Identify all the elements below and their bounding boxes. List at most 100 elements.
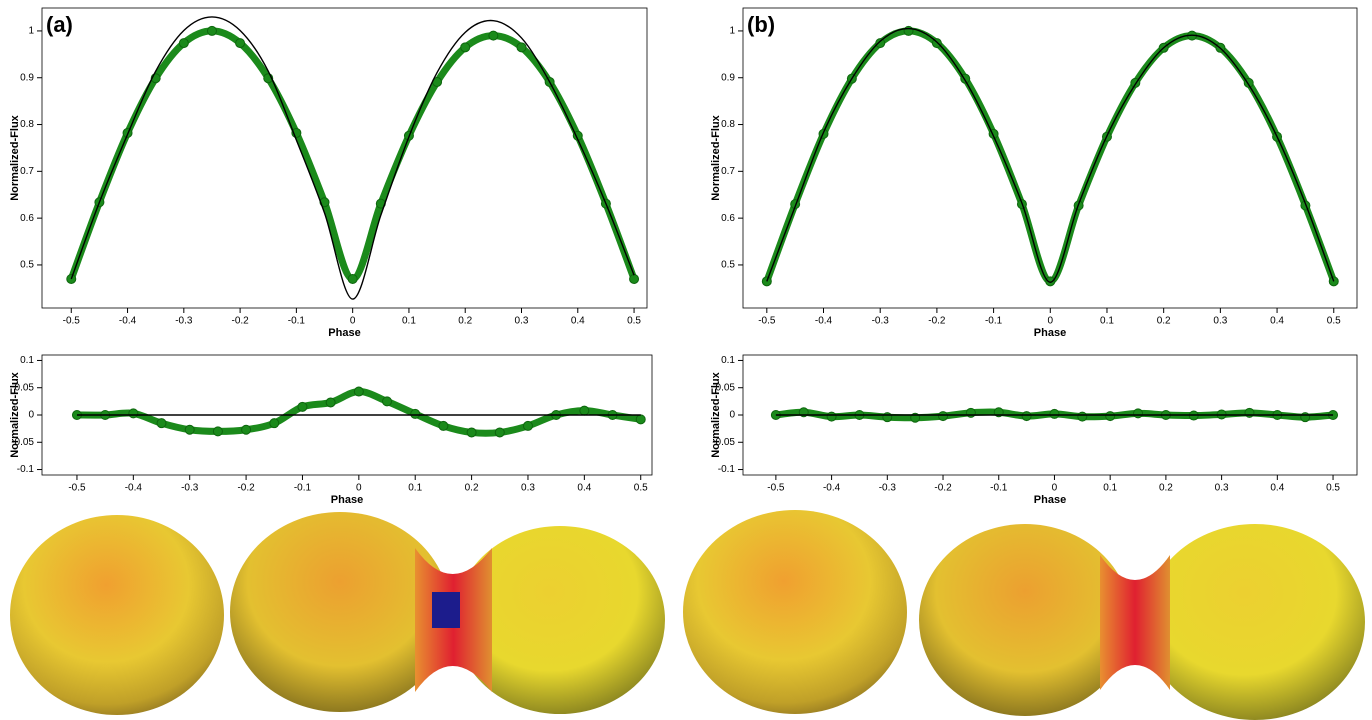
data-point [1021,411,1032,422]
data-point [212,426,223,437]
x-axis-label: Phase [1034,494,1066,506]
data-point [235,38,246,49]
x-tick-label: 0.2 [1159,483,1173,494]
x-axis-label: Phase [328,327,360,339]
y-tick-label: 0.9 [721,72,735,83]
data-point [875,38,886,49]
y-tick-label: 1 [28,26,34,37]
data-point [156,418,167,429]
data-point [882,412,893,423]
model-line [766,27,1335,283]
y-tick-label: 0.9 [20,72,34,83]
x-tick-label: 0.3 [515,316,529,327]
data-point [347,273,358,284]
plot-frame [41,7,648,309]
contact-binary-model [230,512,665,714]
y-tick-label: -0.1 [17,464,35,475]
y-tick-label: -0.1 [718,464,736,475]
y-tick-label: -0.05 [11,437,34,448]
data-point [1133,408,1144,419]
x-tick-label: 0.4 [1270,316,1284,327]
data-point [297,401,308,412]
data-point [1300,412,1311,423]
model-line [70,16,635,300]
chart: -0.5 -0.4 -0.3 -0.2 -0.1 0 0.1 0.2 0.3 0.4 0.5 0.5 0… [9,7,648,339]
data-band [763,27,1338,285]
x-tick-label: 0.1 [408,483,422,494]
data-point [488,30,499,41]
data-point [269,418,280,429]
x-tick-label: -0.5 [758,316,776,327]
data-point [410,408,421,419]
x-tick-label: -0.1 [985,316,1003,327]
x-tick-label: 0.4 [577,483,591,494]
x-tick-label: -0.1 [288,316,306,327]
contact-binary-model [919,524,1365,720]
data-point [1105,411,1116,422]
y-axis-label: Normalized-Flux [710,371,722,457]
y-tick-label: 0.6 [20,213,34,224]
data-point [128,408,139,419]
data-point [184,424,195,435]
panel-label: (a) [46,12,73,37]
data-point [903,25,914,36]
x-tick-label: 0.5 [627,316,641,327]
x-tick-label: -0.3 [872,316,890,327]
x-tick-label: -0.3 [181,483,199,494]
x-tick-label: 0.4 [1270,483,1284,494]
data-point [516,42,527,53]
y-tick-label: 0.6 [721,213,735,224]
x-tick-label: 0.2 [465,483,479,494]
x-tick-label: 0 [350,316,356,327]
y-tick-label: 0.8 [721,119,735,130]
x-tick-label: 0.1 [402,316,416,327]
x-tick-label: 0 [1052,483,1058,494]
x-tick-label: 0.3 [1215,483,1229,494]
x-tick-label: 0 [1048,316,1054,327]
y-axis-label: Normalized-Flux [9,371,21,457]
chart: -0.5 -0.4 -0.3 -0.2 -0.1 0 0.1 0.2 0.3 0.4 0.5 -0.1… [9,354,653,506]
y-tick-label: 0 [28,410,34,421]
data-point [353,386,364,397]
y-tick-label: 0.1 [721,355,735,366]
data-band [67,27,638,283]
data-point [325,397,336,408]
x-tick-label: -0.4 [119,316,137,327]
x-tick-label: -0.1 [294,483,312,494]
star-model [683,510,907,714]
panel-label: (b) [747,12,775,37]
star-models [10,510,1365,720]
chart: -0.5 -0.4 -0.3 -0.2 -0.1 0 0.1 0.2 0.3 0.4 0.5 0.5 0… [710,7,1358,339]
data-point [579,405,590,416]
data-point [1045,276,1056,287]
data-point [466,427,477,438]
x-tick-label: 0.1 [1103,483,1117,494]
data-point [965,407,976,418]
x-tick-label: 0.5 [1326,483,1340,494]
x-tick-label: -0.4 [125,483,143,494]
x-axis-label: Phase [331,494,363,506]
data-point [438,420,449,431]
x-tick-label: -0.2 [237,483,255,494]
star-model [10,515,224,715]
y-tick-label: 0.5 [721,260,735,271]
x-tick-label: -0.3 [879,483,897,494]
x-tick-label: -0.2 [231,316,249,327]
x-tick-label: 0.5 [634,483,648,494]
y-tick-label: -0.05 [712,437,735,448]
data-point [382,396,393,407]
data-point [826,411,837,422]
data-point [178,38,189,49]
data-point [1049,408,1060,419]
x-tick-label: -0.5 [63,316,81,327]
x-tick-label: -0.2 [928,316,946,327]
x-tick-label: 0.2 [458,316,472,327]
y-axis-label: Normalized-Flux [710,114,722,200]
x-tick-label: 0.1 [1100,316,1114,327]
x-axis-label: Phase [1034,327,1066,339]
data-point [522,420,533,431]
y-tick-label: 0.7 [721,166,735,177]
chart: -0.5 -0.4 -0.3 -0.2 -0.1 0 0.1 0.2 0.3 0.4 0.5 -0.1… [710,354,1358,506]
